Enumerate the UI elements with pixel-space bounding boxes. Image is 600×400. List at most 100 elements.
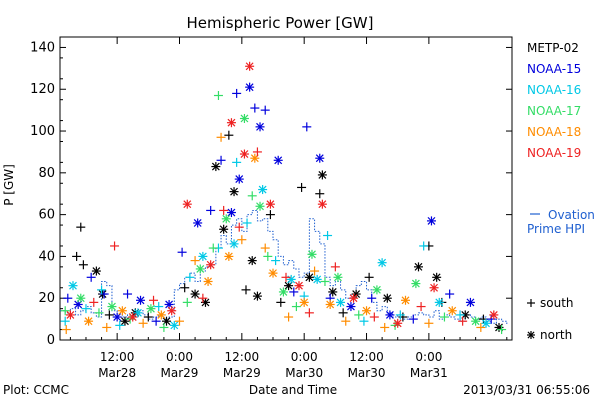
x-tick-label-time: 12:00 [100, 350, 135, 364]
noaa-19-south-marker [369, 312, 379, 322]
legend-entry-noaa-16: NOAA-16 [527, 83, 581, 97]
noaa-17-north-marker [221, 214, 231, 224]
noaa-19-north-marker [245, 61, 255, 71]
y-tick-label: 100 [30, 124, 55, 139]
noaa-17-north-marker [255, 201, 265, 211]
noaa-18-north-marker [224, 251, 234, 261]
legend-entry-noaa-17: NOAA-17 [527, 104, 581, 118]
noaa-17-south-marker [159, 322, 169, 332]
plot-frame [59, 36, 513, 341]
noaa-18-south-marker [174, 316, 184, 326]
noaa-16-north-marker [169, 320, 179, 330]
noaa-16-south-marker [185, 272, 195, 282]
noaa-18-north-marker [117, 306, 127, 316]
noaa-19-north-marker [239, 149, 249, 159]
noaa-19-south-marker [219, 205, 229, 215]
y-tick-label: 120 [30, 82, 55, 97]
noaa-15-south-marker [216, 155, 226, 165]
legend-symbol-south-label: south [540, 296, 574, 310]
noaa-19-north-marker [167, 306, 177, 316]
x-tick-label-date: Mar31 [410, 366, 448, 380]
metp-02-north-marker [382, 293, 392, 303]
noaa-18-south-marker [341, 316, 351, 326]
noaa-15-north-marker [245, 82, 255, 92]
noaa-16-north-marker [258, 185, 268, 195]
noaa-15-south-marker [177, 247, 187, 257]
noaa-17-south-marker [439, 312, 449, 322]
metp-02-south-marker [315, 189, 325, 199]
y-axis: 0 20 40 60 80 100 120 140 [30, 40, 512, 348]
metp-02-south-marker [72, 251, 82, 261]
noaa-19-north-marker [265, 199, 275, 209]
noaa-15-south-marker [302, 122, 312, 132]
noaa-18-south-marker [237, 235, 247, 245]
metp-02-south-marker [180, 283, 190, 293]
metp-02-south-marker [78, 260, 88, 270]
x-tick-label-date: Mar30 [348, 366, 386, 380]
legend-entry-metp-02: METP-02 [527, 41, 579, 55]
x-tick-label-time: 0:00 [166, 350, 193, 364]
noaa-19-north-marker [128, 312, 138, 322]
legend-symbol-south-icon [527, 299, 535, 307]
x-axis-label: Date and Time [249, 383, 337, 397]
noaa-18-south-marker [310, 266, 320, 276]
noaa-15-south-marker [86, 272, 96, 282]
x-tick-label-time: 0:00 [291, 350, 318, 364]
metp-02-south-marker [338, 308, 348, 318]
noaa-17-south-marker [208, 243, 218, 253]
metp-02-north-marker [247, 256, 257, 266]
metp-02-south-marker [143, 312, 153, 322]
noaa-19-north-marker [226, 118, 236, 128]
noaa-17-north-marker [333, 272, 343, 282]
plot-credit: Plot: CCMC [3, 383, 69, 397]
noaa-15-north-marker [465, 297, 475, 307]
noaa-16-north-marker [286, 274, 296, 284]
satellite-markers [60, 61, 507, 335]
noaa-16-south-marker [60, 316, 70, 326]
plot-timestamp: 2013/03/31 06:55:06 [463, 383, 590, 397]
noaa-17-south-marker [182, 297, 192, 307]
metp-02-south-marker [276, 297, 286, 307]
noaa-15-south-marker [445, 289, 455, 299]
noaa-18-south-marker [260, 243, 270, 253]
noaa-17-south-marker [320, 276, 330, 286]
metp-02-south-marker [76, 222, 86, 232]
noaa-19-south-marker [89, 297, 99, 307]
noaa-18-north-marker [84, 316, 94, 326]
noaa-18-south-marker [216, 132, 226, 142]
metp-02-south-marker [297, 182, 307, 192]
noaa-18-north-marker [400, 295, 410, 305]
noaa-16-south-marker [455, 310, 465, 320]
noaa-15-north-marker [426, 216, 436, 226]
noaa-17-north-marker [76, 293, 86, 303]
y-tick-label: 80 [38, 166, 55, 181]
noaa-19-north-marker [489, 310, 499, 320]
noaa-15-north-marker [193, 218, 203, 228]
noaa-18-south-marker [284, 312, 294, 322]
metp-02-north-marker [304, 272, 314, 282]
noaa-19-north-marker [349, 293, 359, 303]
noaa-15-south-marker [250, 103, 260, 113]
noaa-19-south-marker [110, 241, 120, 251]
noaa-18-south-marker [424, 318, 434, 328]
noaa-17-south-marker [213, 91, 223, 101]
noaa-19-south-marker [330, 262, 340, 272]
noaa-17-north-marker [146, 304, 156, 314]
metp-02-north-marker [317, 170, 327, 180]
noaa-17-south-marker [247, 191, 257, 201]
legend-symbol-north-label: north [540, 328, 572, 342]
noaa-16-south-marker [81, 304, 91, 314]
x-tick-label-time: 12:00 [225, 350, 260, 364]
noaa-18-north-marker [156, 310, 166, 320]
noaa-16-north-marker [377, 258, 387, 268]
noaa-18-south-marker [380, 322, 390, 332]
noaa-19-south-marker [304, 308, 314, 318]
noaa-18-north-marker [299, 297, 309, 307]
legend-entry-noaa-15: NOAA-15 [527, 62, 581, 76]
noaa-19-north-marker [393, 318, 403, 328]
noaa-19-north-marker [317, 199, 327, 209]
metp-02-north-marker [120, 316, 130, 326]
noaa-15-south-marker [367, 293, 377, 303]
metp-02-north-marker [219, 224, 229, 234]
noaa-17-north-marker [239, 113, 249, 123]
